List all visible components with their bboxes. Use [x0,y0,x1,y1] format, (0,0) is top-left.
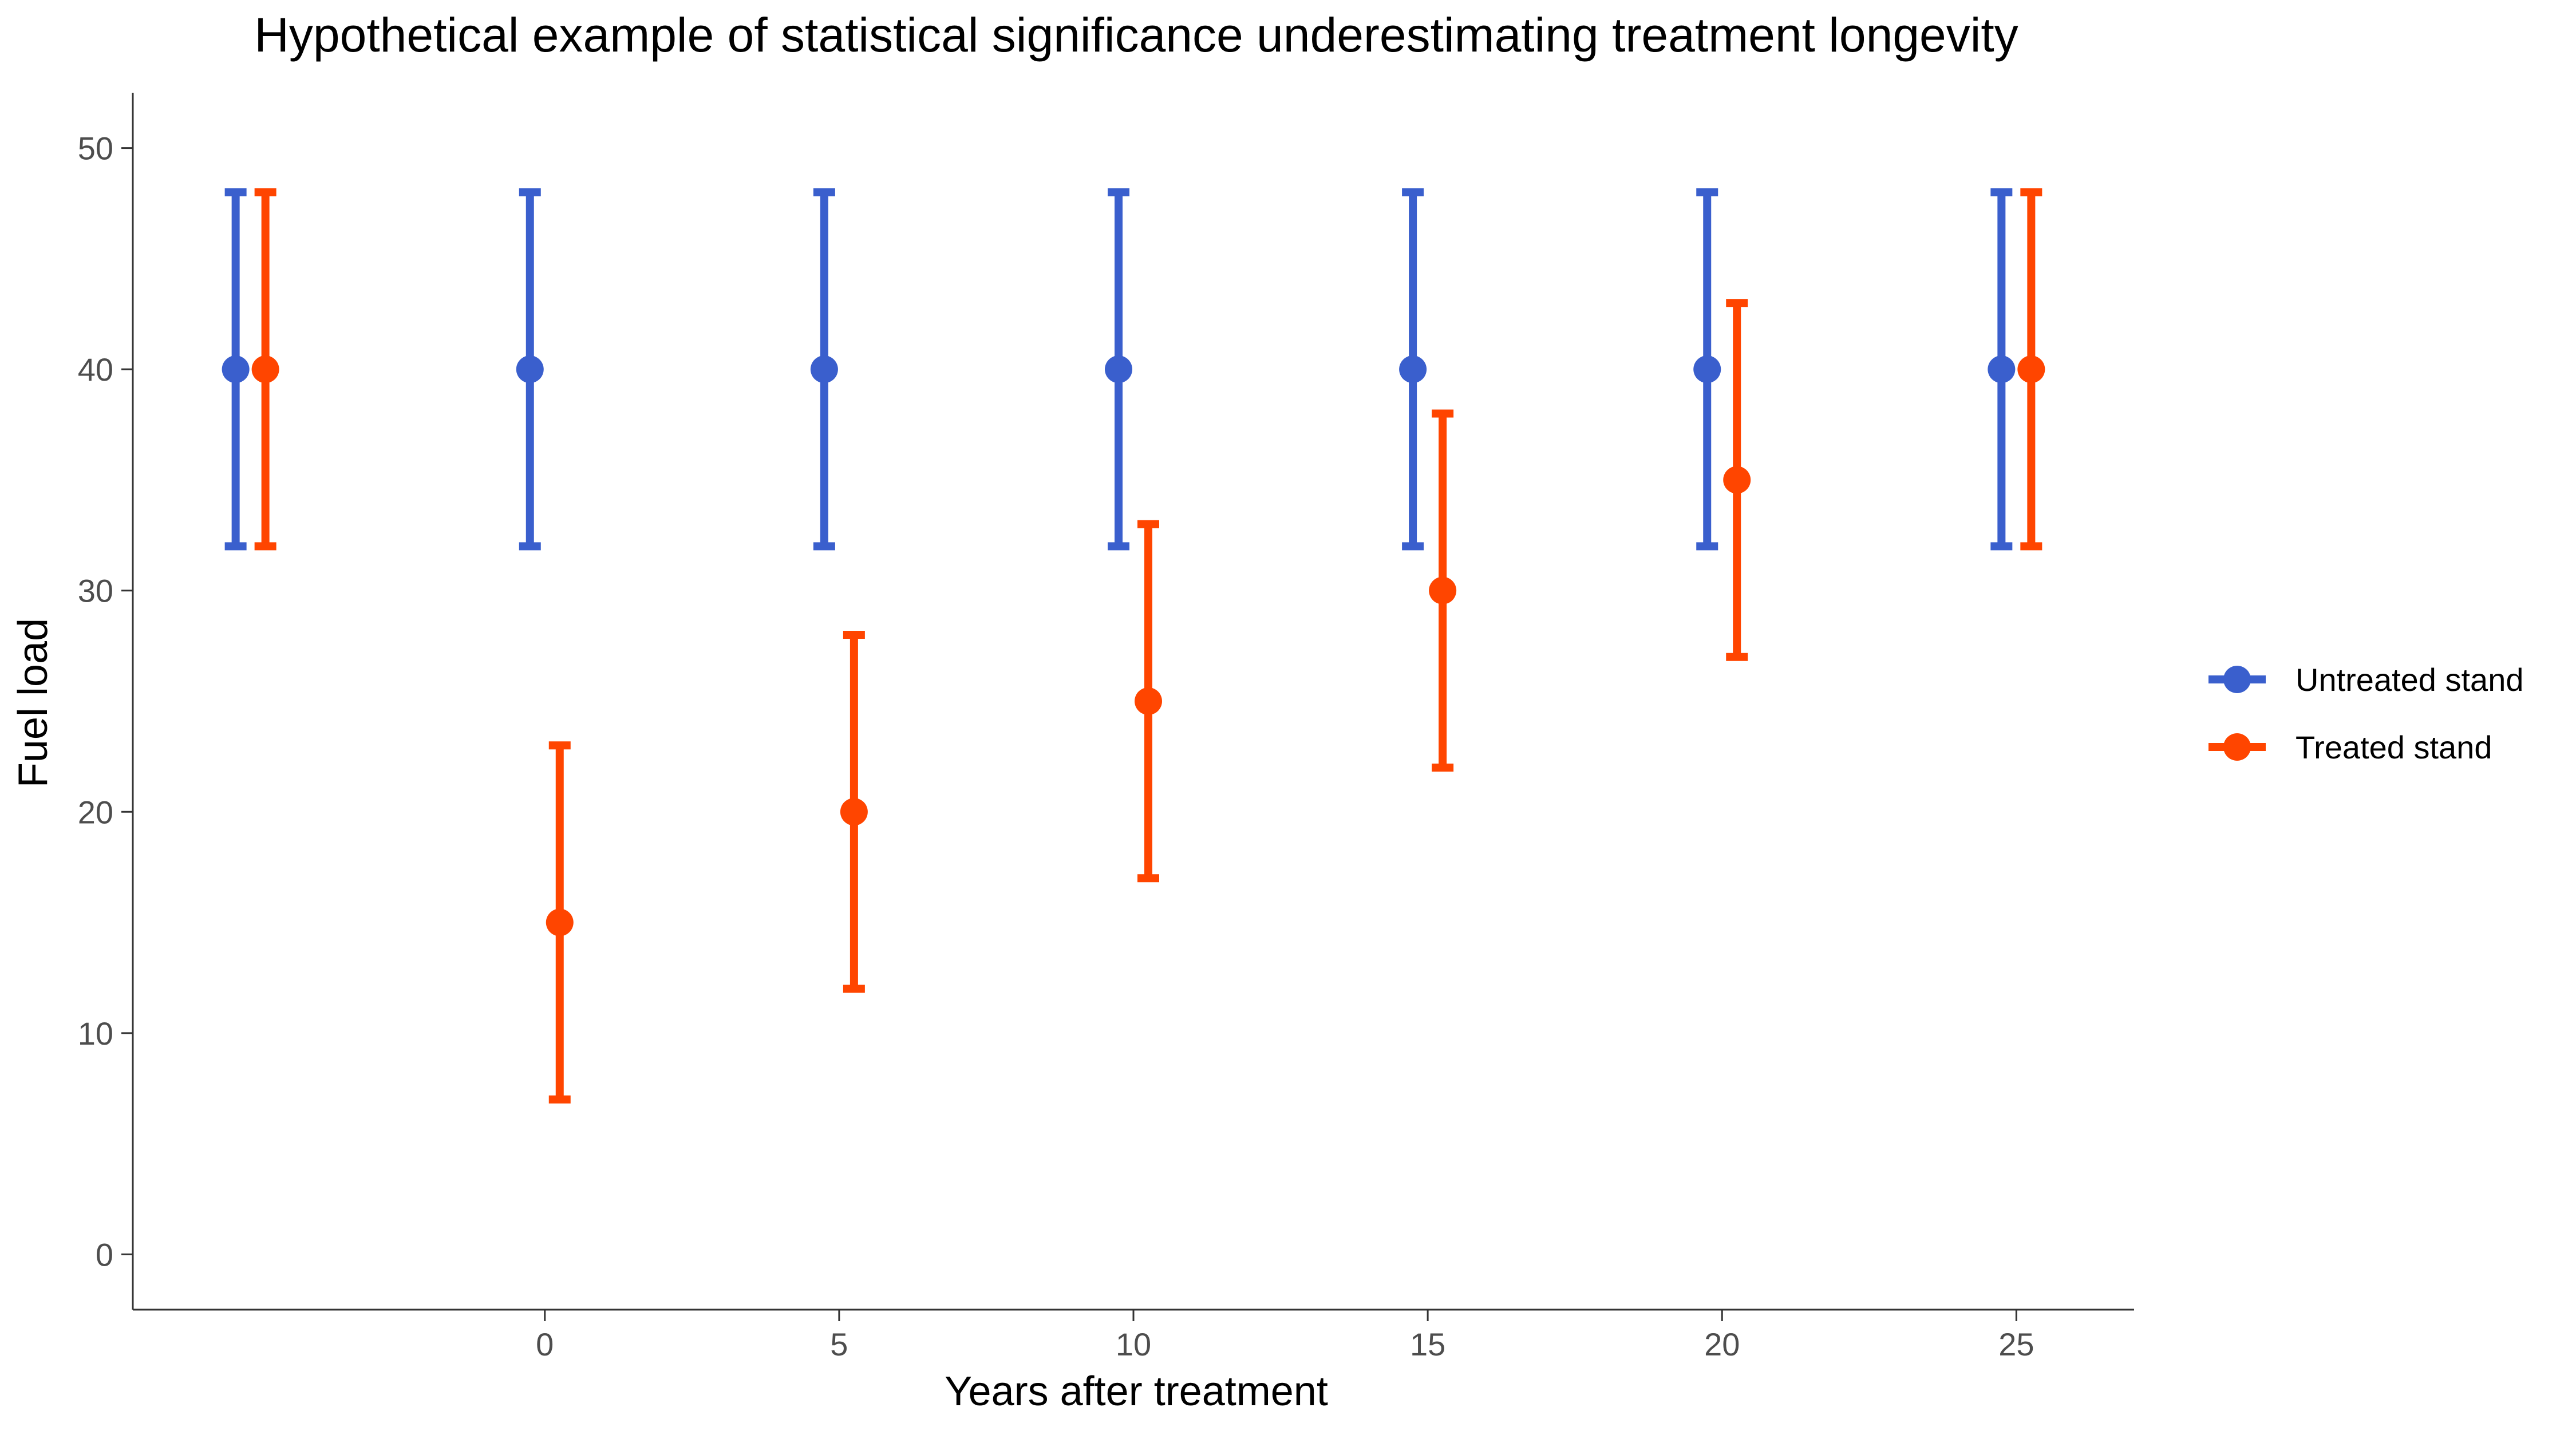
y-tick-label: 0 [96,1236,113,1272]
data-point [251,355,279,384]
y-axis-title: Fuel load [10,618,56,788]
data-point [516,355,544,384]
data-point [1105,355,1132,384]
chart-title: Hypothetical example of statistical sign… [254,8,2018,62]
data-point [222,355,250,384]
series-treated-stand [251,188,2045,1104]
data-point [1399,355,1427,384]
legend-label: Treated stand [2296,729,2492,765]
y-tick-label: 30 [78,573,113,609]
legend-item: Treated stand [2208,729,2492,765]
y-tick-label: 40 [78,351,113,388]
data-point [1693,355,1721,384]
data-point [2017,355,2045,384]
x-tick-label: 25 [1998,1326,2034,1362]
series-untreated-stand [222,188,2016,551]
x-tick-label: 15 [1410,1326,1445,1362]
data-point [810,355,838,384]
data-point [1723,466,1751,494]
x-axis-title: Years after treatment [945,1369,1328,1414]
x-tick-label: 0 [536,1326,554,1362]
legend: Untreated stand Treated stand [2208,662,2523,765]
legend-label: Untreated stand [2296,662,2523,698]
legend-key-point [2223,666,2251,693]
data-point [840,798,868,826]
x-tick-label: 20 [1704,1326,1740,1362]
legend-item: Untreated stand [2208,662,2523,698]
x-tick-label: 10 [1116,1326,1151,1362]
plot-area: 0 10 20 30 40 50 0 5 10 15 20 25 [78,93,2134,1362]
data-point [1988,355,2016,384]
y-tick-label: 10 [78,1015,113,1051]
legend-key-point [2223,733,2251,761]
data-point [546,908,574,936]
y-tick-label: 20 [78,794,113,830]
x-tick-label: 5 [830,1326,848,1362]
data-point [1429,576,1457,604]
data-point [1135,687,1162,715]
y-tick-label: 50 [78,131,113,167]
